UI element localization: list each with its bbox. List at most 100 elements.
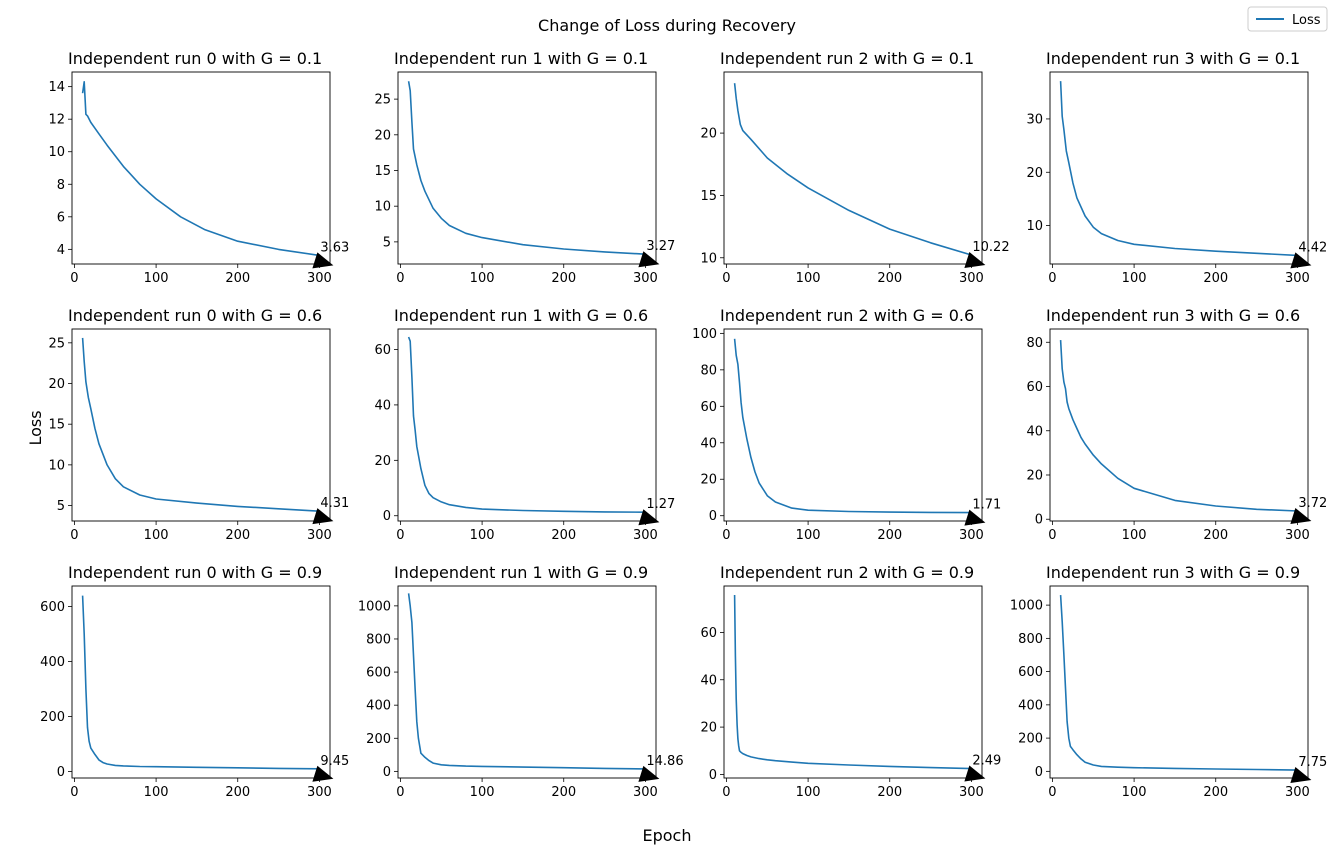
x-tick-label: 200 [877,271,902,286]
y-tick-label: 0 [383,509,391,524]
y-tick-label: 40 [700,436,717,451]
x-tick-label: 0 [722,785,730,800]
final-value-arrow [964,765,986,782]
y-tick-label: 4 [57,243,65,258]
x-tick-label: 200 [1203,528,1228,543]
final-value-label: 7.75 [1298,755,1327,770]
subplot-7: Independent run 3 with G = 0.60 100 200 300… [1026,306,1327,543]
x-tick-label: 300 [1285,785,1310,800]
axes-frame [723,585,983,779]
subplot-2: Independent run 2 with G = 0.1 0 100 200 300… [700,49,1009,286]
final-value-label: 10.22 [972,240,1009,255]
x-tick-label: 100 [144,528,169,543]
legend-frame [1247,6,1328,32]
x-tick-label: 100 [144,785,169,800]
y-tick-label: 0 [709,768,717,783]
y-tick-label: 14 [48,80,65,95]
final-value-arrow [638,251,660,268]
x-tick-label: 200 [551,271,576,286]
y-tick-label: 20 [700,721,717,736]
final-value-arrow [638,765,660,782]
y-tick-label: 30 [1026,112,1043,127]
subplot-title: Independent run 1 with G = 0.1 [394,49,648,68]
y-tick-label: 400 [366,699,391,714]
loss-line [1059,595,1298,771]
final-value-arrow [312,252,334,269]
x-tick-label: 100 [470,528,495,543]
final-value-arrow [1290,508,1312,525]
final-value-label: 3.72 [1298,496,1327,511]
y-tick-label: 15 [48,418,65,433]
loss-line [81,81,320,257]
loss-line [733,594,972,770]
subplot-title: Independent run 1 with G = 0.9 [394,563,648,582]
y-tick-label: 10 [48,458,65,473]
subplot-title: Independent run 3 with G = 0.6 [1046,306,1300,325]
axes-frame [71,328,331,522]
axes-frame [1049,71,1309,265]
final-value-arrow [638,509,660,526]
y-tick-label: 1000 [1010,599,1043,614]
y-tick-label: 600 [366,666,391,681]
y-tick-label: 0 [709,509,717,524]
final-value-arrow [1290,767,1312,784]
x-tick-label: 300 [307,271,332,286]
figure-ylabel: Loss [26,410,45,445]
x-tick-label: 300 [633,271,658,286]
subplot-title: Independent run 3 with G = 0.9 [1046,563,1300,582]
x-tick-label: 0 [396,528,404,543]
y-tick-label: 12 [48,113,65,128]
x-tick-label: 0 [722,528,730,543]
y-tick-label: 400 [1018,698,1043,713]
axes-frame [397,71,657,265]
final-value-label: 2.49 [972,754,1001,769]
final-value-label: 4.42 [1298,240,1327,255]
y-tick-label: 20 [48,377,65,392]
x-tick-label: 300 [307,785,332,800]
y-tick-label: 20 [1026,468,1043,483]
x-tick-label: 200 [1203,785,1228,800]
x-tick-label: 100 [796,528,821,543]
x-tick-label: 100 [1122,271,1147,286]
y-tick-label: 15 [700,189,717,204]
y-tick-label: 40 [374,398,391,413]
final-value-label: 14.86 [646,754,683,769]
y-tick-label: 10 [1026,219,1043,234]
loss-line [1059,81,1298,257]
y-tick-label: 60 [700,400,717,415]
subplot-4: Independent run 0 with G = 0.6 0 100 200 300… [48,306,349,543]
y-tick-label: 25 [374,93,391,108]
x-tick-label: 0 [70,785,78,800]
y-tick-label: 5 [383,235,391,250]
axes-frame [1049,585,1309,779]
y-tick-label: 600 [1018,665,1043,680]
y-tick-label: 0 [57,765,65,780]
y-tick-label: 80 [1026,336,1043,351]
final-value-arrow [964,252,986,269]
x-tick-label: 200 [877,528,902,543]
loss-line [733,338,972,514]
legend[interactable]: Loss [1247,6,1328,32]
y-tick-label: 20 [1026,166,1043,181]
axes-frame [397,585,657,779]
final-value-arrow [312,508,334,525]
y-tick-label: 40 [1026,424,1043,439]
x-tick-label: 300 [959,271,984,286]
x-tick-label: 100 [796,271,821,286]
y-tick-label: 5 [57,499,65,514]
final-value-label: 3.63 [320,240,349,255]
x-tick-label: 300 [1285,528,1310,543]
loss-line [733,83,972,256]
axes-frame [397,328,657,522]
subplot-title: Independent run 3 with G = 0.1 [1046,49,1300,68]
x-tick-label: 100 [796,785,821,800]
x-tick-label: 200 [225,271,250,286]
subplot-3: Independent run 3 with G = 0.1 0 100 200 300… [1026,49,1327,286]
loss-line [1059,340,1298,512]
y-tick-label: 8 [57,178,65,193]
y-tick-label: 40 [700,673,717,688]
x-tick-label: 0 [1048,271,1056,286]
loss-line [407,593,646,770]
x-tick-label: 0 [396,271,404,286]
y-tick-label: 20 [700,127,717,142]
